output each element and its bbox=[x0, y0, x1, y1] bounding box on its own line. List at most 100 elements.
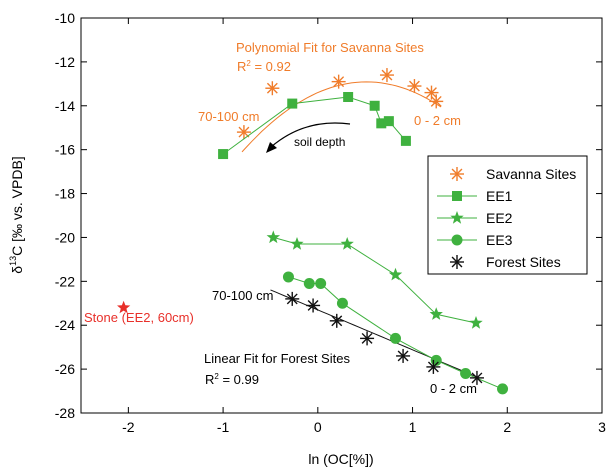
data-point-savanna-sites bbox=[429, 94, 444, 109]
data-point-ee2 bbox=[429, 307, 443, 320]
x-tick-label: 0 bbox=[314, 419, 322, 435]
data-point-forest-sites bbox=[469, 370, 484, 385]
data-point-ee2 bbox=[266, 230, 280, 244]
y-axis-label-delta: δ bbox=[9, 266, 25, 274]
asterisk-stroke bbox=[381, 69, 393, 81]
data-point-ee3 bbox=[336, 297, 348, 309]
data-point-ee3 bbox=[303, 278, 315, 290]
savanna-depth-high-label: 0 - 2 cm bbox=[414, 113, 461, 128]
asterisk-stroke bbox=[426, 87, 437, 99]
y-tick-label: -24 bbox=[55, 317, 75, 333]
y-tick-label: -16 bbox=[55, 142, 75, 158]
legend-label-ee2: EE2 bbox=[486, 210, 513, 226]
poly-fit-r2-sup: 2 bbox=[246, 59, 251, 68]
linear-fit-r2-sup: 2 bbox=[214, 372, 219, 381]
data-point-forest-sites bbox=[285, 291, 300, 306]
data-point-ee3 bbox=[282, 271, 294, 283]
data-series bbox=[117, 68, 509, 395]
stone-label: Stone (EE2, 60cm) bbox=[84, 310, 194, 325]
data-point-savanna-sites bbox=[236, 125, 251, 140]
data-point-forest-sites bbox=[329, 313, 344, 328]
data-point-ee2 bbox=[388, 267, 403, 281]
data-point-savanna-sites bbox=[331, 74, 346, 89]
y-tick-label: -18 bbox=[55, 186, 75, 202]
poly-fit-r2: R2 = 0.92 bbox=[237, 59, 291, 74]
data-point-ee3 bbox=[315, 278, 327, 290]
asterisk-stroke bbox=[266, 82, 278, 94]
legend: Savanna Sites EE1 EE2 EE3 Forest Sites bbox=[427, 155, 588, 275]
linear-fit-r2: R2 = 0.99 bbox=[205, 372, 259, 387]
data-point-forest-sites bbox=[426, 359, 441, 374]
savanna-depth-low-label: 70-100 cm bbox=[198, 109, 259, 124]
x-axis-label: ln (OC[%]) bbox=[308, 451, 373, 467]
asterisk-stroke bbox=[333, 76, 345, 88]
asterisk-stroke bbox=[427, 361, 439, 373]
linear-fit-r2-prefix: R bbox=[205, 372, 214, 387]
x-tick-label: -1 bbox=[217, 419, 230, 435]
asterisk-stroke bbox=[451, 256, 463, 268]
y-tick-label: -22 bbox=[55, 273, 75, 289]
plot-frame bbox=[80, 17, 603, 414]
legend-marker-ee1 bbox=[452, 191, 462, 201]
x-tick-label: -2 bbox=[122, 419, 135, 435]
legend-label-forest-sites: Forest Sites bbox=[486, 254, 561, 270]
legend-marker-savanna-sites bbox=[450, 167, 464, 181]
data-point-ee1 bbox=[383, 116, 394, 127]
legend-marker-forest-sites bbox=[450, 255, 464, 269]
asterisk-stroke bbox=[471, 372, 483, 384]
y-tick-label: -10 bbox=[55, 10, 75, 26]
legend-marker-ee3 bbox=[451, 234, 463, 246]
linear-fit-title: Linear Fit for Forest Sites bbox=[204, 351, 350, 366]
data-point-ee1 bbox=[376, 118, 387, 129]
axes: -2 -1 0 1 2 3-28-26-24-22-20-18-16-14-12-10 bbox=[55, 10, 606, 435]
asterisk-stroke bbox=[331, 315, 343, 327]
data-point-forest-sites bbox=[360, 331, 375, 346]
linear-fit-r2-value: = 0.99 bbox=[219, 372, 259, 387]
poly-fit-r2-prefix: R bbox=[237, 59, 246, 74]
stone-point bbox=[117, 300, 131, 314]
data-point-ee3 bbox=[460, 368, 472, 379]
data-point-ee1 bbox=[343, 92, 354, 102]
soil-depth-arrowhead bbox=[266, 142, 277, 153]
y-tick-label: -14 bbox=[55, 98, 75, 114]
legend-label-ee3: EE3 bbox=[486, 232, 513, 248]
asterisk-stroke bbox=[307, 300, 319, 311]
asterisk-stroke bbox=[451, 168, 463, 180]
legend-marker-ee2 bbox=[450, 211, 464, 224]
y-tick-label: -28 bbox=[55, 405, 75, 421]
y-tick-label: -26 bbox=[55, 361, 75, 377]
y-axis-label: δ13C [‰ vs. VPDB] bbox=[8, 156, 25, 273]
asterisk-stroke bbox=[286, 293, 298, 305]
x-tick-label: 2 bbox=[503, 419, 511, 435]
data-point-ee2 bbox=[290, 237, 304, 250]
poly-fit-r2-value: = 0.92 bbox=[251, 59, 291, 74]
asterisk-stroke bbox=[238, 126, 250, 138]
data-point-ee2 bbox=[340, 237, 354, 250]
data-point-ee2 bbox=[469, 316, 483, 329]
data-point-forest-sites bbox=[306, 298, 321, 313]
asterisk-stroke bbox=[430, 95, 442, 107]
legend-label-savanna-sites: Savanna Sites bbox=[486, 166, 576, 182]
x-tick-label: 3 bbox=[598, 419, 606, 435]
linear-fit-line bbox=[270, 289, 480, 379]
data-point-ee1 bbox=[400, 135, 411, 146]
data-point-ee1 bbox=[369, 100, 380, 111]
y-axis-label-rest: C [‰ vs. VPDB] bbox=[9, 156, 25, 256]
forest-depth-high-label: 0 - 2 cm bbox=[430, 381, 477, 396]
soil-depth-label: soil depth bbox=[294, 135, 345, 149]
data-point-savanna-sites bbox=[265, 81, 280, 96]
data-point-ee1 bbox=[287, 98, 298, 109]
asterisk-stroke bbox=[397, 350, 409, 362]
y-tick-label: -20 bbox=[55, 229, 75, 245]
x-tick-label: 1 bbox=[409, 419, 417, 435]
data-point-savanna-sites bbox=[407, 79, 422, 94]
poly-fit-title: Polynomial Fit for Savanna Sites bbox=[236, 40, 424, 55]
forest-depth-low-label: 70-100 cm bbox=[212, 288, 273, 303]
y-axis-label-sup: 13 bbox=[8, 256, 18, 266]
data-point-savanna-sites bbox=[379, 68, 394, 83]
data-point-forest-sites bbox=[396, 348, 411, 363]
legend-label-ee1: EE1 bbox=[486, 188, 513, 204]
data-point-ee3 bbox=[497, 383, 509, 395]
y-tick-label: -12 bbox=[55, 54, 75, 70]
